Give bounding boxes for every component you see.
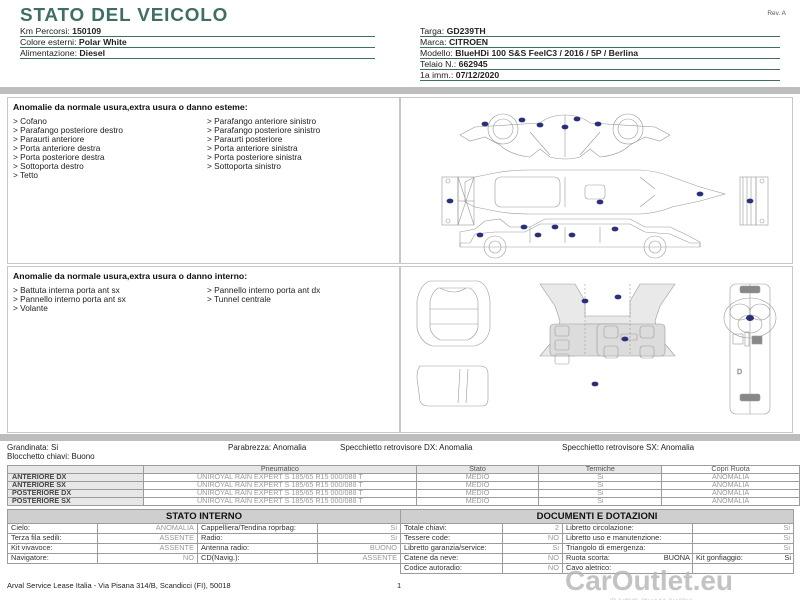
- svg-text:D: D: [737, 369, 742, 376]
